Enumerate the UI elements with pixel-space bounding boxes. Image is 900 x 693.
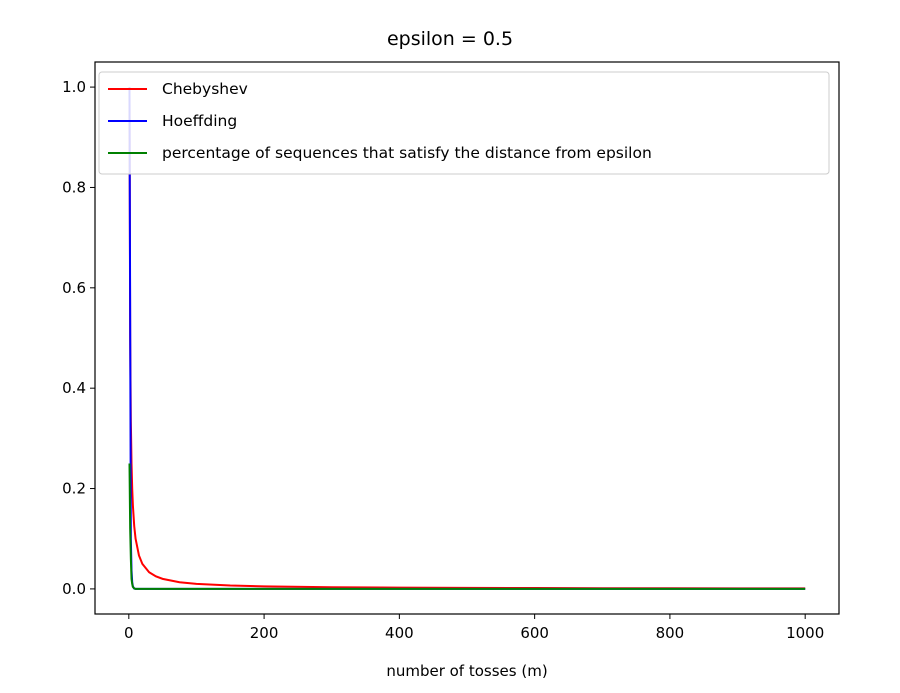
x-tick-label: 400 xyxy=(385,624,414,642)
x-axis: 0 200 400 600 800 1000 xyxy=(124,614,824,642)
series-line-3 xyxy=(128,463,806,590)
y-tick-label: 1.0 xyxy=(62,78,86,96)
x-tick-label: 1000 xyxy=(786,624,824,642)
y-tick-label: 0.2 xyxy=(62,480,86,498)
legend-box xyxy=(98,71,830,175)
legend: Chebyshev Hoeffding percentage of sequence… xyxy=(98,71,830,175)
x-tick-label: 0 xyxy=(124,624,134,642)
legend-label-1: Chebyshev xyxy=(162,80,248,98)
series-layer xyxy=(128,87,806,590)
y-axis: 0.0 0.2 0.4 0.6 0.8 1.0 xyxy=(62,78,95,598)
y-tick-label: 0.4 xyxy=(62,379,86,397)
x-axis-label: number of tosses (m) xyxy=(386,662,547,680)
legend-label-3: percentage of sequences that satisfy the… xyxy=(162,144,652,162)
x-tick-label: 600 xyxy=(520,624,549,642)
axes-frame xyxy=(94,61,840,615)
chart-title: epsilon = 0.5 xyxy=(386,28,514,50)
y-tick-label: 0.8 xyxy=(62,178,86,196)
legend-label-2: Hoeffding xyxy=(162,112,237,130)
y-tick-label: 0.6 xyxy=(62,279,86,297)
x-tick-label: 800 xyxy=(656,624,685,642)
x-tick-label: 200 xyxy=(250,624,279,642)
y-tick-label: 0.0 xyxy=(62,580,86,598)
